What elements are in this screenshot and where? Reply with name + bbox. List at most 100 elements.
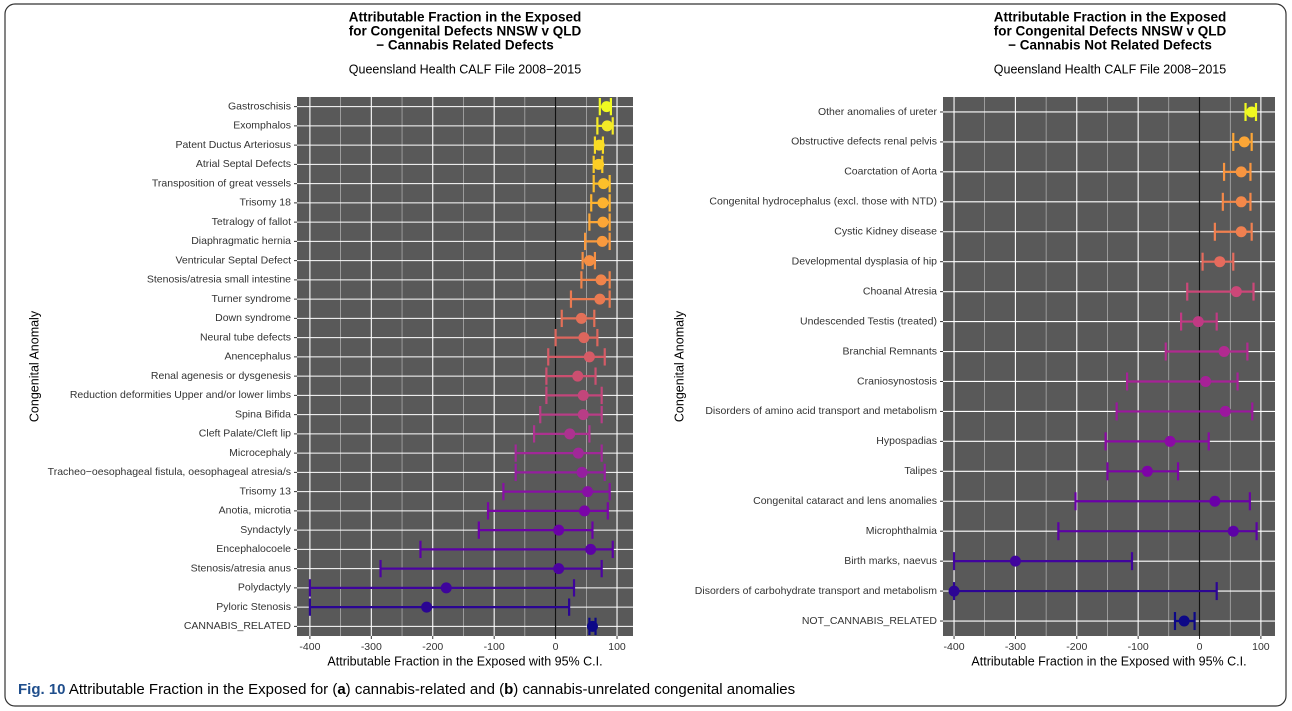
x-tick-label: -300 — [361, 641, 382, 653]
point — [1209, 495, 1221, 507]
y-tick-label: Congenital hydrocephalus (excl. those wi… — [709, 196, 937, 208]
y-tick-label: Choanal Atresia — [863, 285, 937, 297]
point — [577, 409, 589, 421]
y-tick-label: Coarctation of Aorta — [844, 166, 937, 178]
point — [1235, 196, 1247, 208]
y-tick-label: Renal agenesis or dysgenesis — [151, 370, 291, 382]
y-tick-label: NOT_CANNABIS_RELATED — [802, 615, 938, 627]
point — [594, 293, 606, 305]
point — [564, 428, 576, 440]
point — [1219, 405, 1231, 417]
point — [440, 582, 452, 594]
y-tick-label: Anotia, microtia — [219, 505, 292, 517]
point — [1200, 375, 1212, 387]
point — [596, 235, 608, 247]
y-axis-label: Congenital Anomaly — [27, 310, 41, 422]
point — [582, 486, 594, 498]
y-tick-label: Birth marks, naevus — [844, 555, 937, 567]
x-tick-label: 100 — [1252, 641, 1270, 653]
panel — [943, 97, 1275, 636]
caption-text: ) cannabis-related and ( — [346, 681, 504, 698]
x-tick-label: -300 — [1005, 641, 1026, 653]
y-tick-label: Stenosis/atresia small intestine — [147, 274, 291, 286]
y-tick-label: CANNABIS_RELATED — [184, 620, 292, 632]
point — [1164, 435, 1176, 447]
caption-text: a — [337, 681, 346, 698]
point — [586, 620, 598, 632]
chart-title: Attributable Fraction in the Exposed — [994, 10, 1227, 25]
y-tick-label: Gastroschisis — [228, 100, 291, 112]
chart-title: for Congenital Defects NNSW v QLD — [349, 24, 582, 39]
y-tick-label: Tetralogy of fallot — [212, 216, 291, 228]
chart-title: for Congenital Defects NNSW v QLD — [994, 24, 1227, 39]
y-tick-label: Pyloric Stenosis — [216, 601, 291, 613]
chart-title: − Cannabis Related Defects — [376, 38, 553, 53]
caption: Fig. 10 Attributable Fraction in the Exp… — [18, 681, 795, 698]
y-tick-label: Trisomy 13 — [239, 485, 291, 497]
y-tick-label: Craniosynostosis — [857, 375, 937, 387]
point — [421, 601, 433, 613]
point — [593, 139, 605, 151]
y-tick-label: Cleft Palate/Cleft lip — [199, 428, 291, 440]
y-tick-label: Stenosis/atresia anus — [191, 562, 291, 574]
y-tick-label: Congenital cataract and lens anomalies — [753, 495, 937, 507]
point — [577, 389, 589, 401]
point — [578, 505, 590, 517]
y-tick-label: Developmental dysplasia of hip — [792, 255, 937, 267]
point — [1235, 226, 1247, 238]
y-axis-label: Congenital Anomaly — [672, 310, 686, 422]
chart-title: − Cannabis Not Related Defects — [1008, 38, 1212, 53]
y-tick-label: Syndactyly — [240, 524, 292, 536]
point — [1227, 525, 1239, 537]
y-tick-label: Cystic Kidney disease — [834, 226, 937, 238]
x-tick-label: -400 — [299, 641, 320, 653]
y-tick-label: Patent Ductus Arteriosus — [175, 139, 291, 151]
point — [601, 120, 613, 132]
frame — [4, 3, 1287, 707]
point — [583, 255, 595, 267]
point — [553, 563, 565, 575]
y-tick-label: Microphthalmia — [866, 525, 937, 537]
caption-label: Fig. 10 — [18, 681, 66, 698]
point — [583, 351, 595, 363]
point — [572, 447, 584, 459]
y-tick-label: Trisomy 18 — [239, 197, 291, 209]
y-tick-label: Disorders of amino acid transport and me… — [705, 405, 937, 417]
chart-title: Attributable Fraction in the Exposed — [349, 10, 582, 25]
y-tick-label: Reduction deformities Upper and/or lower… — [70, 389, 291, 401]
y-tick-label: Tracheo−oesophageal fistula, oesophageal… — [48, 466, 291, 478]
y-tick-label: Polydactyly — [238, 582, 292, 594]
y-tick-label: Neural tube defects — [200, 331, 291, 343]
point — [1178, 615, 1190, 627]
point — [1141, 465, 1153, 477]
y-tick-label: Diaphragmatic hernia — [191, 235, 291, 247]
point — [598, 178, 610, 190]
point — [576, 466, 588, 478]
caption-text: ) cannabis-unrelated congenital anomalie… — [513, 681, 795, 698]
chart-subtitle: Queensland Health CALF File 2008−2015 — [994, 62, 1226, 76]
y-tick-label: Hypospadias — [876, 435, 937, 447]
y-tick-label: Microcephaly — [229, 447, 292, 459]
x-axis-label: Attributable Fraction in the Exposed wit… — [971, 654, 1246, 668]
point — [585, 543, 597, 555]
point — [593, 158, 605, 170]
y-tick-label: Encephalocoele — [216, 543, 291, 555]
panel — [297, 97, 633, 636]
y-tick-label: Talipes — [904, 465, 937, 477]
caption-text: Attributable Fraction in the Exposed for… — [66, 681, 338, 698]
point — [1246, 106, 1258, 118]
point — [948, 585, 960, 597]
point — [595, 274, 607, 286]
y-tick-label: Disorders of carbohydrate transport and … — [695, 585, 937, 597]
point — [1238, 136, 1250, 148]
point — [597, 216, 609, 228]
y-tick-label: Transposition of great vessels — [152, 177, 291, 189]
point — [572, 370, 584, 382]
x-tick-label: -200 — [422, 641, 443, 653]
chart-subtitle: Queensland Health CALF File 2008−2015 — [349, 62, 581, 76]
x-tick-label: -100 — [1128, 641, 1149, 653]
x-tick-label: -400 — [944, 641, 965, 653]
y-tick-label: Down syndrome — [215, 312, 291, 324]
point — [1230, 286, 1242, 298]
